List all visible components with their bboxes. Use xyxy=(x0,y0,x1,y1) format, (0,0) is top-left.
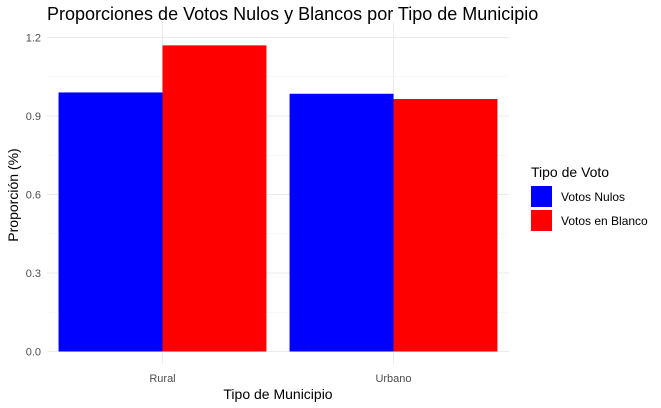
x-tick-label: Urbano xyxy=(375,373,411,385)
bars xyxy=(58,45,498,352)
legend-key xyxy=(531,186,552,207)
bar-rural-nulos xyxy=(58,92,163,352)
y-tick-label: 0.0 xyxy=(26,347,41,359)
y-tick-label: 0.3 xyxy=(26,268,41,280)
legend-key xyxy=(531,210,552,231)
y-tick-label: 1.2 xyxy=(26,33,41,45)
legend-label: Votos en Blanco xyxy=(561,214,648,228)
y-axis-ticks: 0.0 0.3 0.6 0.9 1.2 xyxy=(26,33,41,359)
x-axis-ticks: Rural Urbano xyxy=(149,373,411,385)
y-axis-title: Proporción (%) xyxy=(5,148,21,241)
bar-urbano-nulos xyxy=(289,93,394,352)
x-axis-title: Tipo de Municipio xyxy=(223,386,332,402)
bar-rural-blanco xyxy=(162,45,267,352)
x-tick-label: Rural xyxy=(149,373,175,385)
legend-label: Votos Nulos xyxy=(561,190,625,204)
legend-title: Tipo de Voto xyxy=(531,164,609,180)
legend: Tipo de Voto Votos Nulos Votos en Blanco xyxy=(531,164,648,231)
bar-urbano-blanco xyxy=(393,98,498,352)
y-tick-label: 0.6 xyxy=(26,190,41,202)
chart-title: Proporciones de Votos Nulos y Blancos po… xyxy=(47,4,538,24)
y-tick-label: 0.9 xyxy=(26,111,41,123)
